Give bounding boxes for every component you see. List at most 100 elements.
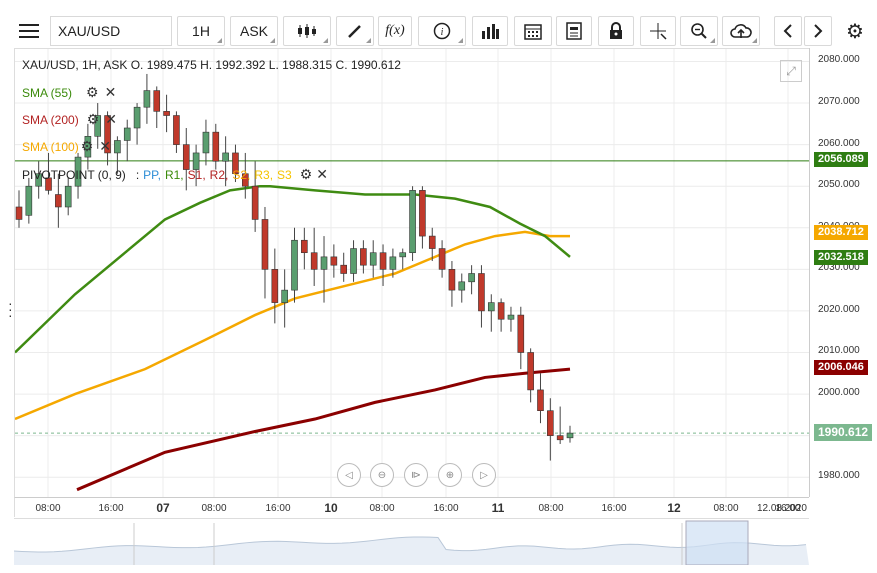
candle-body xyxy=(15,206,23,220)
candle-body xyxy=(25,185,33,216)
info-button[interactable]: i xyxy=(418,16,466,46)
chart-area[interactable] xyxy=(14,48,810,498)
pivot-r3: R3, xyxy=(254,167,274,182)
expand-icon[interactable]: ⤢ xyxy=(780,60,802,82)
calendar-icon xyxy=(524,24,542,40)
indicators-button[interactable]: f(x) xyxy=(378,16,412,46)
pan-right-icon: ▷ xyxy=(480,469,488,481)
candle-body xyxy=(153,90,161,112)
prev-button[interactable] xyxy=(774,16,802,46)
price-axis-label: 2030.000 xyxy=(818,262,860,274)
lock-button[interactable] xyxy=(598,16,634,46)
reset-zoom-button[interactable]: ⧐ xyxy=(404,463,428,487)
indicator-remove-icon[interactable]: ✕ xyxy=(105,111,117,127)
pan-left-icon: ◁ xyxy=(345,469,353,481)
price-type-select[interactable]: ASK xyxy=(230,16,278,46)
indicator-remove-icon[interactable]: ✕ xyxy=(104,84,117,100)
crosshair-button[interactable] xyxy=(640,16,676,46)
calendar-button[interactable] xyxy=(514,16,552,46)
indicator-settings-icon[interactable]: ⚙ xyxy=(86,111,100,127)
svg-text:i: i xyxy=(441,27,444,38)
zoom-out-button[interactable]: ⊖ xyxy=(370,463,394,487)
pivot-r1: R1, xyxy=(164,167,184,182)
candle-body xyxy=(74,156,82,187)
candle-body xyxy=(507,314,515,320)
indicator-sma200: SMA (200) ⚙ ✕ xyxy=(22,111,117,128)
time-axis[interactable]: 08:00 16:00 07 08:00 16:00 10 08:00 16:00 11 08:0… xyxy=(14,497,809,517)
candle-body xyxy=(143,90,151,108)
candle-body xyxy=(497,302,505,320)
settings-gear-icon: ⚙ xyxy=(846,20,864,43)
candle-body xyxy=(163,111,170,116)
drag-handle-icon[interactable]: · · · xyxy=(8,295,13,323)
candles-icon xyxy=(298,24,316,38)
price-axis-label: 2070.000 xyxy=(818,96,860,108)
prev-icon xyxy=(783,24,792,38)
reset-zoom-icon: ⧐ xyxy=(411,469,421,481)
zoom-in-button[interactable]: ⊕ xyxy=(438,463,462,487)
chart-type-button[interactable] xyxy=(283,16,331,46)
candle-body xyxy=(133,106,141,129)
price-type-label: ASK xyxy=(239,23,268,39)
navigator-chart[interactable] xyxy=(13,519,809,566)
sma55-line xyxy=(15,184,571,354)
candle-body xyxy=(251,185,259,220)
interval-label: 1H xyxy=(192,23,210,39)
cloud-button[interactable] xyxy=(722,16,760,46)
interval-select[interactable]: 1H xyxy=(177,16,225,46)
symbol-input[interactable]: XAU/USD xyxy=(50,16,172,46)
pivot-s1: S1, xyxy=(187,167,206,182)
candle-body xyxy=(556,435,564,441)
candle-body xyxy=(340,264,347,274)
candle-body xyxy=(94,115,102,137)
function-icon: f(x) xyxy=(385,23,405,38)
candle-body xyxy=(527,352,534,391)
time-axis-label: 16:00 xyxy=(98,503,124,514)
pan-right-button[interactable]: ▷ xyxy=(472,463,496,487)
candle-body xyxy=(291,239,298,291)
candle-body xyxy=(45,177,52,191)
indicator-settings-icon[interactable]: ⚙ xyxy=(86,84,99,100)
price-axis-label: 2020.000 xyxy=(818,303,860,315)
settings-button[interactable]: ⚙ xyxy=(840,16,870,46)
menu-button[interactable] xyxy=(12,16,46,46)
candle-body xyxy=(458,281,466,291)
navigator-area xyxy=(14,536,809,565)
indicator-remove-icon[interactable]: ✕ xyxy=(316,166,329,182)
candle-body xyxy=(360,248,367,266)
candle-body xyxy=(261,219,269,270)
navigator[interactable] xyxy=(13,518,809,566)
indicator-settings-icon[interactable]: ⚙ xyxy=(299,166,313,182)
cloud-upload-icon xyxy=(730,24,752,38)
pivot-separator: : xyxy=(135,167,140,182)
pivot-s3: S3 xyxy=(277,167,292,182)
candle-body xyxy=(84,136,92,158)
indicator-remove-icon[interactable]: ✕ xyxy=(99,138,111,154)
pivot-pp: PP, xyxy=(143,167,161,182)
price-axis-label: 2060.000 xyxy=(818,137,860,149)
indicator-sma55: SMA (55) ⚙ ✕ xyxy=(22,84,116,101)
draw-tool-button[interactable] xyxy=(336,16,374,46)
price-axis[interactable]: 2080.0002070.0002060.0002050.0002040.000… xyxy=(809,48,877,497)
candle-body xyxy=(379,252,387,270)
ohlc-readout: XAU/USD, 1H, ASK O. 1989.475 H. 1992.392… xyxy=(22,58,401,72)
zoom-button[interactable] xyxy=(680,16,718,46)
time-axis-label: 16:00 xyxy=(775,503,801,514)
volume-button[interactable] xyxy=(472,16,508,46)
time-axis-label: 08:00 xyxy=(201,503,227,514)
indicator-settings-icon[interactable]: ⚙ xyxy=(80,138,94,154)
lock-icon xyxy=(610,22,622,39)
zoom-icon xyxy=(691,23,707,39)
candle-body xyxy=(64,185,72,208)
pan-left-button[interactable]: ◁ xyxy=(337,463,361,487)
candle-body xyxy=(428,235,436,249)
toolbar: XAU/USD 1H ASK f(x) i ⚙ xyxy=(0,0,877,62)
next-button[interactable] xyxy=(804,16,832,46)
candle-body xyxy=(114,140,121,154)
candle-body xyxy=(222,152,229,162)
candle-body xyxy=(202,131,210,154)
zoom-in-icon: ⊕ xyxy=(445,469,455,481)
candle-body xyxy=(212,131,220,162)
news-button[interactable] xyxy=(556,16,592,46)
price-chart[interactable] xyxy=(15,49,810,498)
